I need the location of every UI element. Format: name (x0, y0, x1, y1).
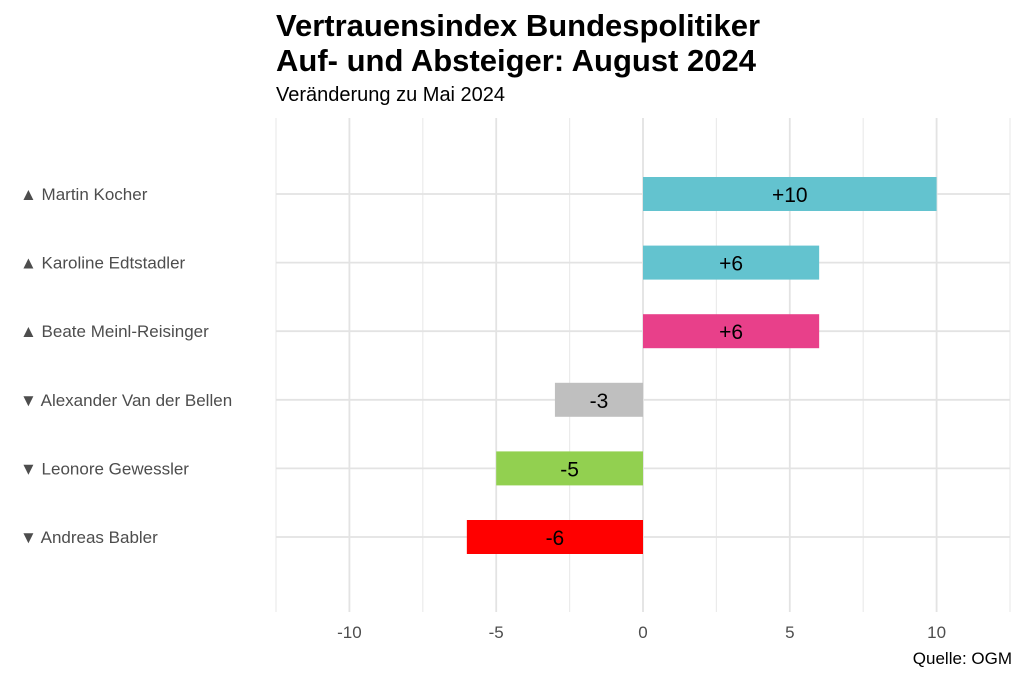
category-labels: ▲ Martin Kocher ▲ Karoline Edtstadler ▲ Be… (20, 185, 232, 547)
bar (496, 451, 643, 486)
category-label: ▼ Andreas Babler (20, 528, 158, 547)
bar-value-label: -6 (546, 527, 565, 550)
category-label: ▼ Alexander Van der Bellen (20, 391, 232, 410)
bar-value-label: +6 (719, 253, 743, 276)
bar (554, 382, 643, 417)
bar-value-label: -5 (560, 458, 579, 481)
x-tick-label: -10 (337, 623, 362, 642)
bar (643, 245, 820, 280)
chart-subtitle: Veränderung zu Mai 2024 (276, 84, 506, 106)
category-label: ▲ Martin Kocher (20, 185, 148, 204)
chart-title: Vertrauensindex Bundespolitiker Auf- und… (276, 8, 760, 78)
source-caption: Quelle: OGM (912, 649, 1012, 668)
bars: +10 +6 +6 -3 -5 -6 (466, 177, 937, 554)
chart-title-line-1: Vertrauensindex Bundespolitiker (276, 8, 761, 43)
bar (643, 314, 820, 349)
bar-value-label: +6 (719, 321, 743, 344)
bar (466, 520, 643, 554)
category-label: ▲ Beate Meinl-Reisinger (20, 322, 209, 341)
x-tick-label: -5 (489, 623, 504, 642)
bar (643, 177, 937, 211)
bar-value-label: +10 (772, 184, 808, 207)
x-axis-ticks: -10 -5 0 5 10 (337, 623, 946, 642)
x-tick-label: 5 (785, 623, 794, 642)
x-tick-label: 0 (638, 623, 647, 642)
category-label: ▲ Karoline Edtstadler (20, 254, 186, 273)
bar-value-label: -3 (590, 390, 609, 413)
x-tick-label: 10 (927, 623, 946, 642)
category-label: ▼ Leonore Gewessler (20, 459, 189, 478)
chart-title-line-2: Auf- und Absteiger: August 2024 (276, 43, 756, 78)
